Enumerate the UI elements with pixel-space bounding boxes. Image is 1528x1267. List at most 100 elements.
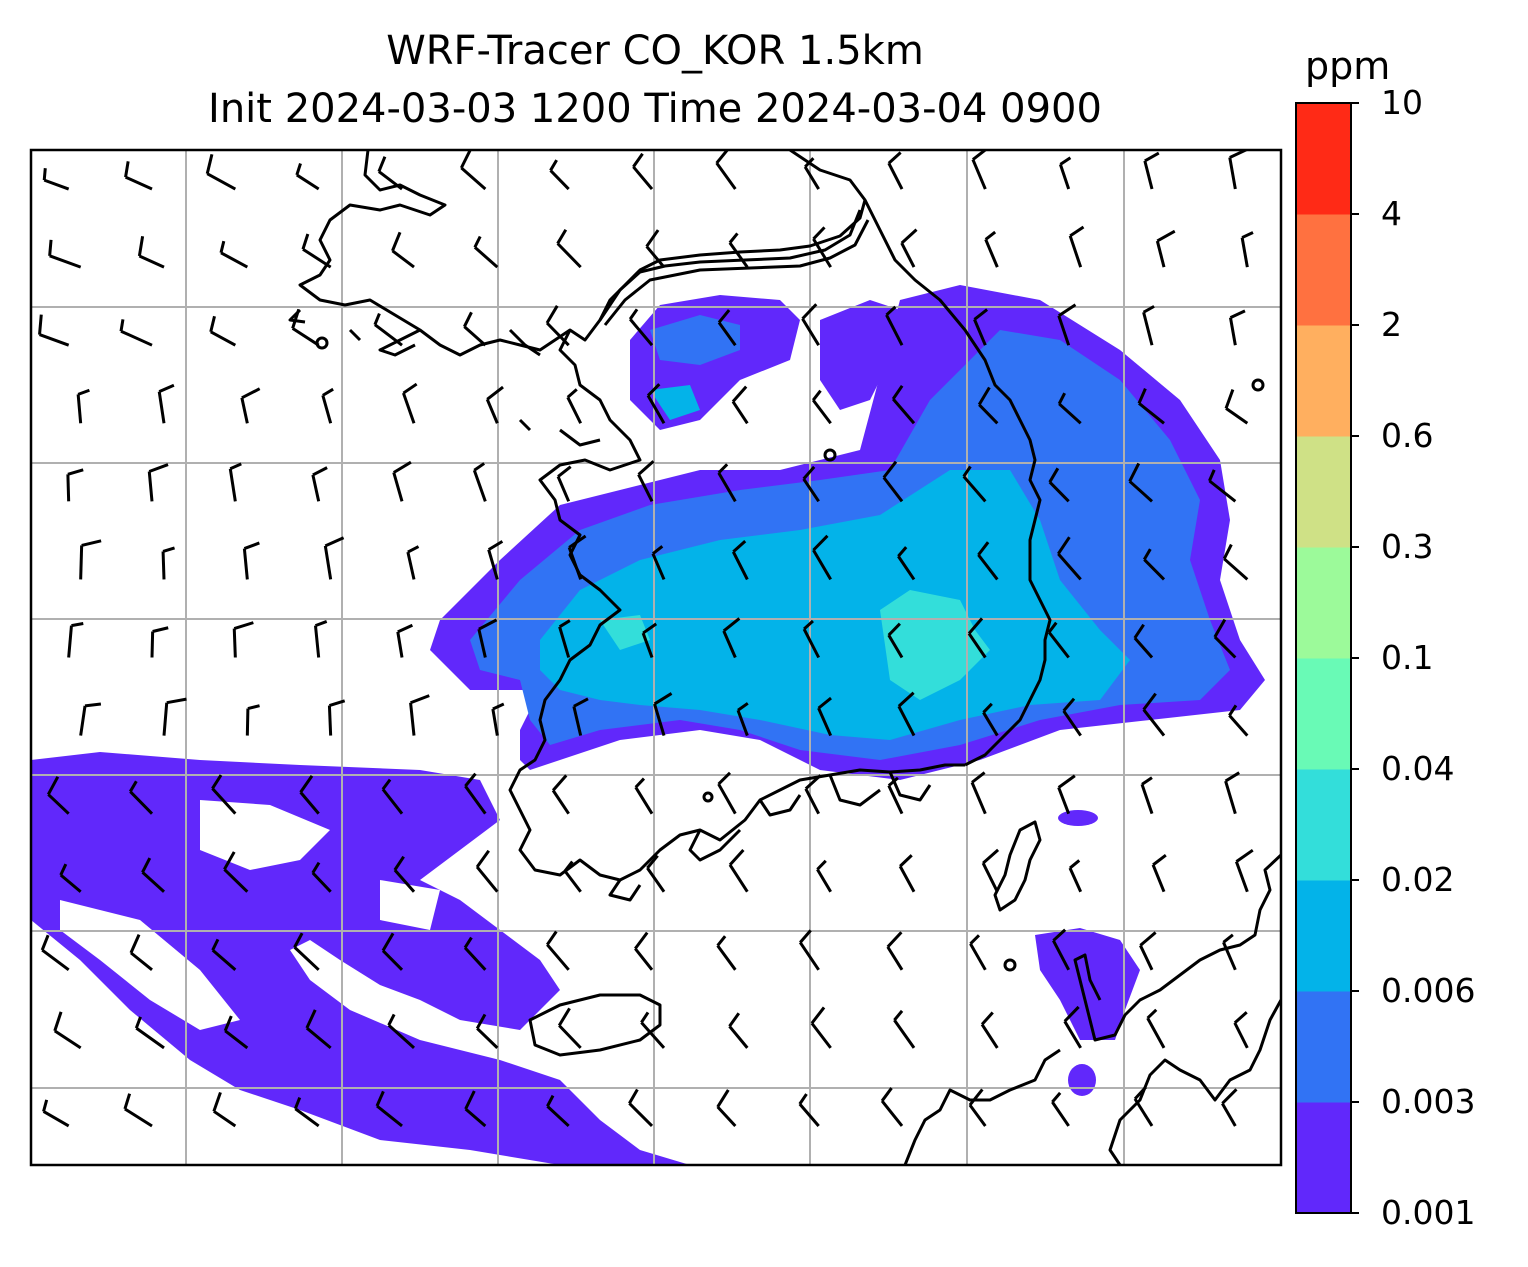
wind-barb-flag — [880, 1087, 893, 1102]
wind-barb — [717, 472, 737, 503]
coastline-korea-south-islands — [608, 771, 932, 902]
wind-barb — [546, 1105, 570, 1128]
wind-barb — [473, 246, 499, 269]
wind-barb — [715, 162, 737, 190]
wind-barb — [731, 400, 749, 425]
wind-barb — [802, 628, 821, 659]
wind-barb-flag — [893, 1009, 904, 1022]
wind-barb — [566, 396, 583, 424]
wind-barb-flag — [566, 388, 578, 399]
wind-barb-flag — [812, 534, 829, 552]
colorbar-tick-label: 0.3 — [1381, 527, 1434, 566]
wind-barb — [47, 793, 70, 815]
colorbar-segment — [1296, 880, 1351, 992]
wind-barb-flag — [899, 854, 913, 868]
wind-barb — [982, 711, 999, 737]
wind-barb-flag — [81, 539, 102, 547]
wind-barb — [1208, 479, 1237, 503]
wind-barb — [798, 1103, 820, 1127]
tracer-fill-0-patch2 — [1068, 1064, 1096, 1096]
wind-barb-flag — [229, 462, 242, 471]
colorbar-unit: ppm — [1305, 44, 1391, 88]
wind-barb — [977, 553, 999, 581]
wind-barb — [628, 1102, 654, 1128]
wind-barb-flag — [48, 239, 53, 256]
wind-barb — [1222, 941, 1237, 971]
wind-barb-flag — [391, 231, 402, 252]
wind-barb — [475, 866, 499, 893]
wind-barb — [646, 394, 666, 425]
wind-barb — [393, 868, 416, 893]
wind-barb — [981, 862, 999, 893]
wind-barb-flag — [38, 314, 43, 335]
wind-barb-flag — [1057, 303, 1077, 318]
wind-barb-flag — [962, 465, 972, 478]
wind-barb — [311, 871, 332, 893]
wind-barb — [232, 628, 237, 658]
wind-barb-flag — [1057, 774, 1076, 789]
wind-barb — [381, 949, 404, 971]
wind-barb — [487, 549, 499, 580]
wind-barb-flag — [464, 772, 477, 788]
wind-barb-flag — [46, 776, 60, 796]
wind-barb-flag — [558, 619, 571, 629]
wind-barb — [1233, 1022, 1249, 1049]
wind-barb — [969, 943, 987, 971]
wind-barb — [1240, 237, 1249, 268]
coastline-japan-kyushu — [903, 853, 1281, 1165]
wind-barb — [897, 705, 916, 737]
wind-barb — [546, 943, 570, 971]
border-north-1 — [598, 209, 862, 321]
tracer-band-2 — [540, 385, 1130, 740]
wind-barb — [141, 871, 166, 893]
wind-barb-flag — [1052, 928, 1067, 942]
wind-barb — [962, 475, 987, 503]
wind-barb-flag — [817, 696, 832, 710]
wind-barb-flag — [166, 697, 187, 705]
wind-barb-flag — [71, 622, 84, 628]
wind-barb — [980, 1023, 999, 1049]
wind-barb — [634, 947, 654, 971]
wind-barb-flag — [971, 771, 986, 784]
wind-barb — [129, 790, 154, 815]
wind-barb — [885, 314, 904, 346]
wind-barb-flag — [717, 463, 729, 474]
wind-barb-flag — [392, 460, 412, 474]
wind-barb-flag — [119, 319, 125, 332]
wind-barb-flag — [977, 541, 990, 556]
wind-barb-flag — [152, 626, 169, 633]
wind-barb-flag — [141, 857, 152, 873]
wind-barb-flag — [732, 539, 747, 553]
wind-barb-flag — [804, 774, 822, 790]
wind-barb-flag — [646, 383, 661, 397]
wind-barb-flag — [973, 308, 989, 321]
wind-barb — [898, 865, 916, 893]
wind-barb-flag — [803, 619, 814, 631]
tracer-fill-1-north — [650, 315, 740, 365]
wind-barb — [59, 873, 82, 893]
wind-barb — [321, 394, 333, 424]
wind-barb-flag — [634, 777, 646, 789]
wind-barb — [1057, 552, 1082, 581]
wind-barb — [728, 241, 749, 268]
colorbar-segment — [1296, 325, 1351, 437]
wind-barb-flag — [1139, 931, 1157, 947]
wind-barb — [801, 317, 820, 346]
colorbar-tick-label: 2 — [1381, 305, 1402, 344]
wind-barb — [1062, 710, 1082, 737]
wind-barb-flag — [634, 931, 649, 950]
wind-barb-flag — [137, 236, 145, 257]
wind-barb-flag — [324, 536, 345, 548]
wind-barb — [396, 631, 404, 658]
wind-barb — [409, 702, 416, 736]
wind-barb — [1224, 780, 1237, 815]
wind-barb — [313, 625, 321, 658]
wind-barb-flag — [1228, 704, 1238, 717]
wind-barb-flag — [212, 1091, 222, 1112]
wind-barb-flag — [1208, 469, 1216, 482]
wind-barb-flag — [1241, 231, 1254, 239]
wind-barb-flag — [59, 863, 68, 876]
wind-barb — [653, 703, 666, 737]
wind-barb-flag — [645, 229, 660, 248]
wind-barb — [887, 634, 904, 659]
